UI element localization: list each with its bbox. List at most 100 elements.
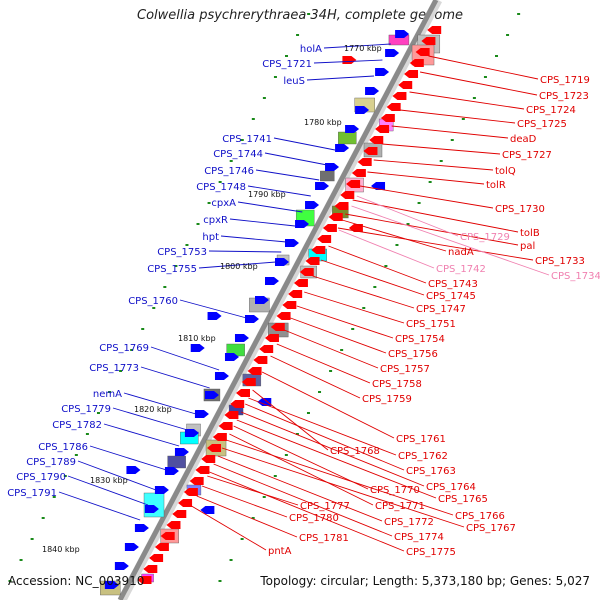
gene-label-pnta: pntA — [268, 546, 292, 557]
gene-label-cps-1725: CPS_1725 — [517, 119, 567, 130]
gene-label-hpt: hpt — [202, 232, 219, 243]
gene-labels: holA CPS_1721 leuS CPS_1741 CPS_1744 CPS_1746… — [7, 44, 600, 558]
gene-label-cpxr: cpxR — [203, 215, 228, 226]
leader-line — [284, 329, 379, 369]
leader-line — [77, 460, 157, 491]
tick-dot — [284, 454, 288, 456]
leader-line — [345, 213, 519, 246]
reverse-gene-arrow — [351, 169, 366, 177]
reverse-gene-arrow — [230, 400, 245, 408]
tick-dot — [362, 307, 366, 309]
leader-line — [236, 419, 437, 499]
reverse-gene-arrow — [253, 356, 268, 364]
leader-line — [123, 392, 197, 415]
gene-label-cps-1769: CPS_1769 — [99, 343, 149, 354]
gene-label-cps-1748: CPS_1748 — [196, 182, 246, 193]
gene-label-cps-1791: CPS_1791 — [7, 488, 57, 499]
gene-label-cps-1747: CPS_1747 — [416, 304, 466, 315]
forward-gene-arrow — [342, 56, 357, 64]
gene-label-cps-1751: CPS_1751 — [406, 319, 456, 330]
leader-line — [233, 425, 369, 490]
tick-dot — [119, 370, 123, 372]
tick-dot — [483, 76, 487, 78]
forward-gene-arrow — [134, 524, 149, 532]
gene-label-cpxa: cpxA — [211, 198, 236, 209]
leader-line — [400, 109, 516, 124]
forward-gene-arrow — [126, 466, 141, 474]
gene-label-cps-1745: CPS_1745 — [426, 291, 476, 302]
leader-line — [191, 505, 267, 551]
tick-dot — [74, 454, 78, 456]
kbp-tick-label: 1810 kbp — [178, 334, 216, 343]
reverse-gene-arrow — [143, 565, 158, 573]
gene-label-cps-1781: CPS_1781 — [299, 533, 349, 544]
kbp-tick-label: 1790 kbp — [248, 190, 286, 199]
leader-line — [304, 291, 405, 324]
gene-label-cps-1773: CPS_1773 — [89, 363, 139, 374]
leader-line — [217, 455, 383, 522]
leader-line — [273, 137, 336, 151]
leader-line — [264, 152, 328, 166]
tick-dot — [318, 391, 322, 393]
forward-gene-arrow — [194, 410, 209, 418]
gene-block — [320, 170, 335, 182]
tick-dot — [8, 580, 12, 582]
leader-line — [313, 59, 383, 64]
reverse-gene-arrow — [236, 389, 251, 397]
kbp-tick-label: 1820 kbp — [134, 405, 172, 414]
kbp-tick-label: 1780 kbp — [304, 118, 342, 127]
reverse-gene-arrow — [270, 323, 285, 331]
tick-dot — [52, 496, 56, 498]
reverse-gene-arrow — [137, 576, 152, 584]
tick-dot — [63, 475, 67, 477]
reverse-gene-arrow — [317, 235, 332, 243]
forward-gene-arrow — [207, 312, 222, 320]
leader-line — [207, 475, 299, 506]
gene-label-dead: deaD — [510, 134, 537, 145]
gene-label-cps-1734: CPS_1734 — [551, 271, 600, 282]
tick-dot — [340, 349, 344, 351]
forward-gene-arrow — [244, 315, 259, 323]
reverse-gene-arrow — [241, 378, 256, 386]
reverse-gene-arrow — [293, 279, 308, 287]
leader-line — [296, 305, 394, 339]
reverse-gene-arrow — [299, 268, 314, 276]
tick-dot — [196, 223, 200, 225]
leader-line — [248, 397, 397, 456]
reverse-gene-arrow — [276, 312, 291, 320]
leader-line — [237, 201, 303, 213]
forward-gene-arrow — [204, 391, 219, 399]
gene-label-cps-1777: CPS_1777 — [300, 501, 350, 512]
gene-label-cps-1763: CPS_1763 — [406, 466, 456, 477]
reverse-gene-arrow — [288, 290, 303, 298]
tick-dot — [251, 118, 255, 120]
leader-line — [419, 71, 538, 96]
reverse-gene-arrow — [218, 422, 233, 430]
forward-gene-arrow — [164, 467, 179, 475]
gene-label-tolb: tolB — [520, 228, 540, 239]
gene-label-cps-1755: CPS_1755 — [147, 264, 197, 275]
forward-gene-arrow — [234, 334, 249, 342]
kbp-tick-label: 1770 kbp — [344, 44, 382, 53]
leader-line — [409, 91, 525, 110]
forward-gene-arrow — [184, 429, 199, 437]
forward-gene-arrow — [214, 372, 229, 380]
leader-line — [290, 317, 387, 354]
forward-gene-arrow — [285, 239, 300, 247]
leader-line — [252, 389, 329, 451]
gene-label-cps-1746: CPS_1746 — [204, 166, 254, 177]
tick-dot — [439, 160, 443, 162]
forward-gene-arrow — [275, 258, 290, 266]
forward-gene-arrow — [264, 277, 279, 285]
forward-gene-arrow — [315, 182, 330, 190]
reverse-gene-arrow — [386, 103, 401, 111]
leader-line — [226, 439, 454, 516]
tick-dot — [152, 307, 156, 309]
tick-dot — [417, 202, 421, 204]
tick-dot — [41, 517, 45, 519]
gene-label-cps-1790: CPS_1790 — [16, 472, 66, 483]
reverse-gene-arrow — [404, 70, 419, 78]
tick-dots — [8, 13, 521, 582]
reverse-gene-arrow — [160, 532, 175, 540]
gene-label-hola: holA — [300, 44, 322, 55]
